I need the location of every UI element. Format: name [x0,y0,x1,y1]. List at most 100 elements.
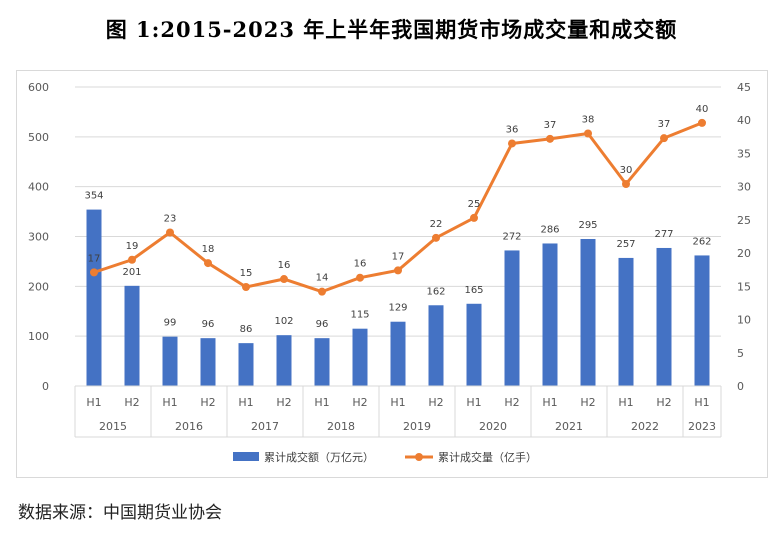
category-label: H1 [86,396,101,409]
year-label: 2020 [479,420,507,433]
bar-data-label: 102 [274,316,293,327]
category-label: H2 [276,396,291,409]
left-axis-tick: 500 [28,131,49,144]
line-point [242,282,250,291]
category-label: H2 [504,396,519,409]
year-label: 2015 [99,420,127,433]
category-label: H1 [618,396,633,409]
line-point [90,268,98,277]
line-point [280,275,288,284]
bar-data-label: 115 [350,310,369,321]
bar-data-label: 295 [578,220,597,231]
line-data-label: 37 [544,120,557,131]
line-data-label: 37 [658,119,671,130]
right-axis-tick: 40 [737,114,751,127]
bar [276,335,292,386]
line-point [546,134,554,143]
category-label: H1 [466,396,481,409]
line-data-label: 17 [88,253,101,264]
line-point [584,129,592,138]
line-point [470,213,478,222]
line-data-label: 25 [468,199,481,210]
left-axis-tick: 600 [28,81,49,94]
year-label: 2017 [251,420,279,433]
line-data-label: 18 [202,244,215,255]
left-axis-tick: 400 [28,181,49,194]
line-point [318,287,326,296]
category-label: H2 [352,396,367,409]
line-point [204,259,212,268]
bar [504,250,520,386]
bar-data-label: 277 [654,229,673,240]
right-axis-tick: 15 [737,280,751,293]
bar-data-label: 99 [164,318,177,329]
bar [352,328,368,386]
bar-data-label: 272 [502,231,521,242]
right-axis-tick: 45 [737,81,751,94]
line-point [660,134,668,143]
line-point [128,255,136,264]
line-data-label: 14 [316,273,329,284]
category-label: H1 [542,396,557,409]
line-point [432,233,440,242]
right-axis-tick: 0 [737,380,744,393]
line-data-label: 40 [696,104,709,115]
category-label: H2 [124,396,139,409]
bar-data-label: 96 [202,319,215,330]
right-axis-tick: 20 [737,247,751,260]
line-data-label: 15 [240,268,253,279]
category-label: H2 [428,396,443,409]
line-point [356,273,364,282]
line-point [508,139,516,148]
line-data-label: 19 [126,241,139,252]
line-data-label: 17 [392,251,405,262]
bar-data-label: 96 [316,319,329,330]
bar-data-label: 162 [426,286,445,297]
left-axis-tick: 300 [28,231,49,244]
data-source: 数据来源：中国期货业协会 [18,503,222,523]
bar [124,285,140,386]
bar [390,321,406,386]
line-data-label: 36 [506,124,519,135]
year-label: 2019 [403,420,431,433]
bar [428,305,444,386]
bar [694,255,710,386]
category-label: H1 [162,396,177,409]
category-label: H2 [656,396,671,409]
left-axis-tick: 100 [28,330,49,343]
bar [162,336,178,386]
bar-data-label: 201 [122,267,141,278]
line-point [394,266,402,275]
category-label: H1 [238,396,253,409]
bar [656,247,672,386]
bar [238,343,254,386]
bar [466,303,482,386]
line-point [622,180,630,189]
combo-chart: 0 100 200 300 400 500 600 0 5 10 15 20 25 30 35 40 45 H1 H… [28,81,751,464]
bar-data-label: 129 [388,303,407,314]
bar [86,209,102,386]
year-label: 2022 [631,420,659,433]
right-axis-tick: 30 [737,181,751,194]
left-axis-tick: 200 [28,280,49,293]
line-data-label: 16 [278,260,291,271]
line-data-label: 38 [582,115,595,126]
bar-data-label: 354 [84,191,103,202]
category-label: H1 [694,396,709,409]
line-point [166,228,174,237]
volume-line [93,121,703,294]
category-label: H2 [200,396,215,409]
year-label: 2021 [555,420,583,433]
bar [200,338,216,386]
bar [580,238,596,386]
category-label: H1 [390,396,405,409]
right-axis-tick: 25 [737,214,751,227]
legend-bar-swatch [233,452,259,461]
legend-line-label: 累计成交量（亿手） [438,450,537,464]
bar-data-label: 286 [540,224,559,235]
line-point [698,118,706,127]
bar-data-label: 262 [692,236,711,247]
bar-data-label: 257 [616,239,635,250]
line-data-label: 22 [430,219,443,230]
right-axis-tick: 10 [737,314,751,327]
